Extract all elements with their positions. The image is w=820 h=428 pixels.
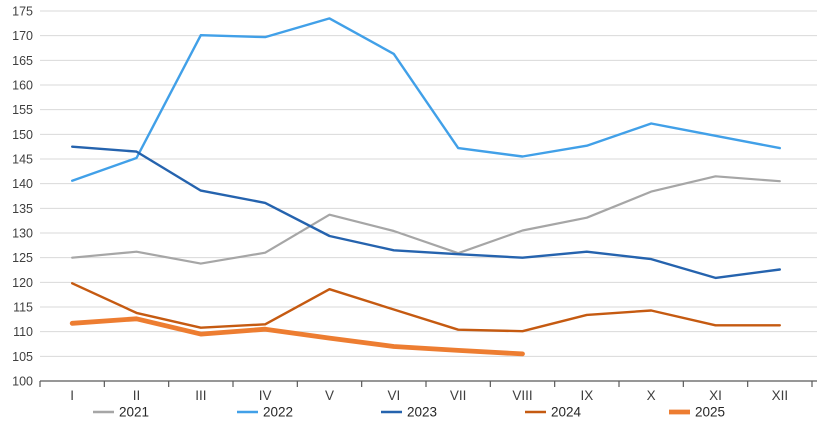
legend-label-2025: 2025 xyxy=(695,405,725,420)
x-tick-label-VIII: VIII xyxy=(512,388,532,403)
series-line-2024 xyxy=(70,282,781,333)
x-tick-label-VI: VI xyxy=(387,388,400,403)
y-tick-label-175: 175 xyxy=(12,5,33,19)
y-tick-label-125: 125 xyxy=(12,251,33,265)
gridlines xyxy=(40,10,817,357)
x-tick-label-II: II xyxy=(133,388,141,403)
series-line-2021 xyxy=(71,175,781,265)
x-tick-label-I: I xyxy=(70,388,74,403)
y-tick-label-110: 110 xyxy=(13,325,33,339)
series-line-2023 xyxy=(70,145,781,280)
series-line-2025 xyxy=(69,316,525,357)
legend-item-2024: 2024 xyxy=(525,405,582,420)
series-line-2022 xyxy=(70,17,781,182)
x-tick-label-V: V xyxy=(325,388,334,403)
y-tick-label-140: 140 xyxy=(12,177,33,191)
y-tick-label-100: 100 xyxy=(12,375,33,389)
legend-item-2021: 2021 xyxy=(93,405,149,420)
series-lines xyxy=(69,17,781,357)
y-tick-label-160: 160 xyxy=(12,79,33,93)
chart-legend: 2021 2022 2023 2024 2025 xyxy=(93,405,725,420)
y-tick-label-130: 130 xyxy=(12,227,33,241)
x-tick-label-XII: XII xyxy=(772,388,789,403)
y-tick-label-135: 135 xyxy=(12,202,33,216)
legend-label-2023: 2023 xyxy=(407,405,437,420)
y-tick-label-150: 150 xyxy=(12,128,33,142)
x-axis-labels: I II III IV V VI VII VIII IX X XI XII xyxy=(70,388,788,403)
legend-item-2022: 2022 xyxy=(237,405,293,420)
y-tick-label-145: 145 xyxy=(12,153,33,167)
y-tick-label-170: 170 xyxy=(12,29,33,43)
x-axis xyxy=(39,380,817,387)
x-tick-label-VII: VII xyxy=(450,388,467,403)
x-tick-label-III: III xyxy=(195,388,206,403)
y-tick-label-105: 105 xyxy=(12,350,33,364)
legend-label-2024: 2024 xyxy=(551,405,582,420)
x-tick-label-X: X xyxy=(647,388,656,403)
y-tick-label-165: 165 xyxy=(12,54,33,68)
legend-label-2022: 2022 xyxy=(263,405,293,420)
y-tick-label-115: 115 xyxy=(13,301,33,315)
x-tick-label-XI: XI xyxy=(709,388,722,403)
x-tick-label-IV: IV xyxy=(259,388,272,403)
legend-item-2023: 2023 xyxy=(381,405,437,420)
y-tick-label-120: 120 xyxy=(12,276,33,290)
legend-label-2021: 2021 xyxy=(119,405,149,420)
y-tick-label-155: 155 xyxy=(12,103,33,117)
y-axis-labels: 100 105 110 115 120 125 130 135 140 145 150 155 160 1… xyxy=(12,5,33,389)
legend-item-2025: 2025 xyxy=(669,405,725,420)
x-tick-label-IX: IX xyxy=(580,388,593,403)
